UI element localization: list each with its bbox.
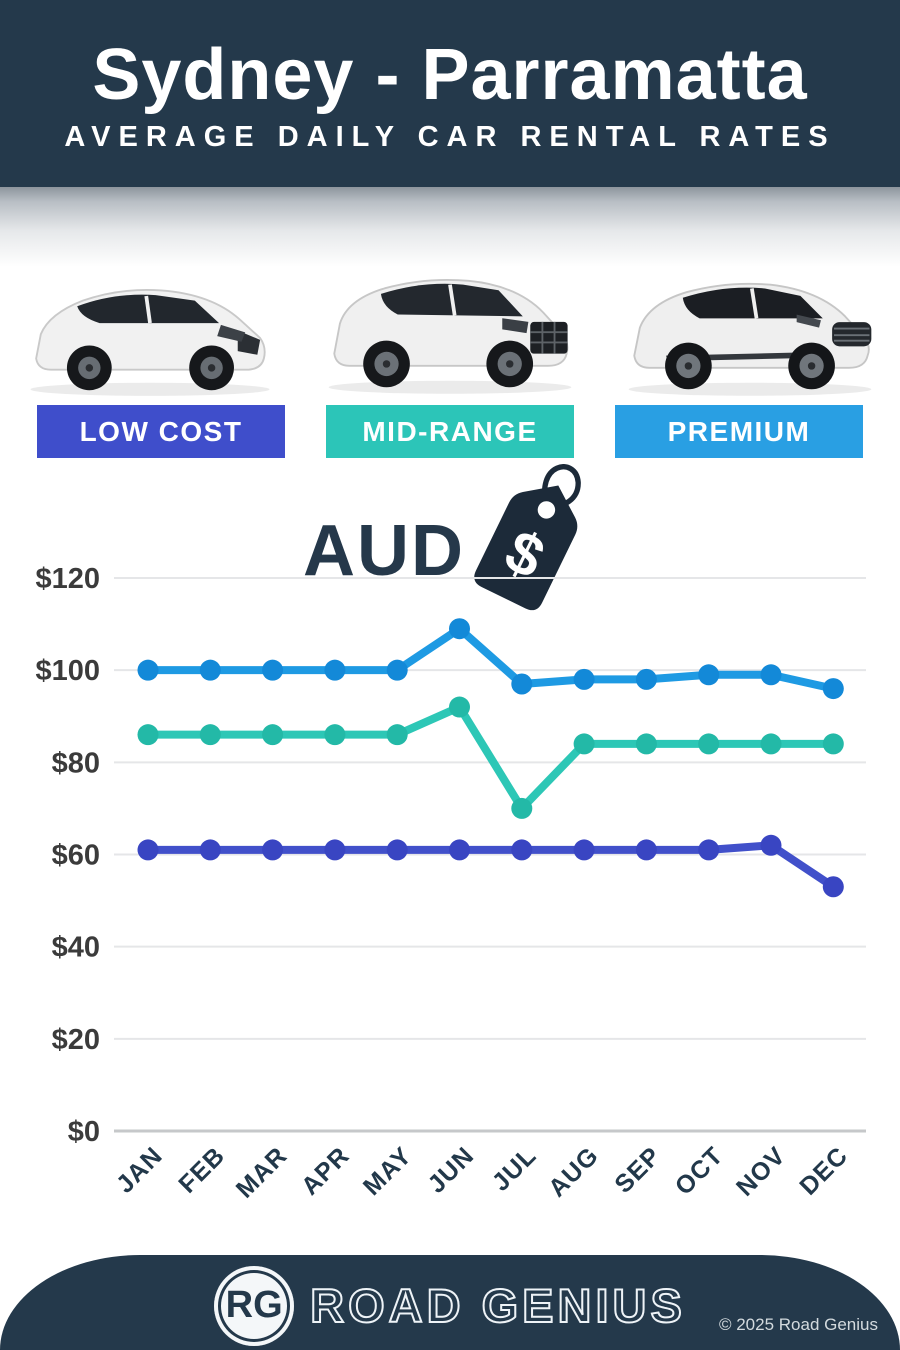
hatchback-car-icon (30, 289, 270, 396)
mid-range-label[interactable]: MID-RANGE (326, 405, 574, 458)
svg-text:NOV: NOV (731, 1141, 791, 1201)
svg-text:MAR: MAR (231, 1141, 293, 1203)
svg-text:$100: $100 (35, 655, 100, 687)
svg-text:JUN: JUN (422, 1141, 479, 1198)
svg-text:DEC: DEC (794, 1141, 853, 1200)
svg-text:$80: $80 (52, 747, 100, 779)
svg-text:JAN: JAN (111, 1141, 168, 1198)
svg-text:FEB: FEB (173, 1141, 230, 1198)
logo-initials: RG (225, 1284, 283, 1326)
svg-text:MAY: MAY (358, 1141, 418, 1201)
brand-name: ROAD GENIUS (309, 1278, 686, 1333)
svg-text:SEP: SEP (609, 1141, 666, 1198)
svg-text:AUG: AUG (543, 1141, 604, 1202)
svg-text:OCT: OCT (670, 1141, 729, 1200)
svg-text:APR: APR (296, 1141, 355, 1200)
brand-lockup: RG ROAD GENIUS (214, 1265, 686, 1346)
svg-text:$60: $60 (52, 840, 100, 872)
category-labels-row: LOW COST MID-RANGE PREMIUM (0, 405, 900, 459)
footer: RG ROAD GENIUS (0, 1255, 900, 1350)
road-genius-logo: RG (214, 1265, 295, 1346)
header: Sydney - Parramatta AVERAGE DAILY CAR RE… (0, 0, 900, 187)
svg-text:$0: $0 (68, 1116, 100, 1148)
mid-range-car-image (300, 232, 600, 404)
low-cost-label[interactable]: LOW COST (37, 405, 285, 458)
car-images-row (0, 232, 900, 404)
header-gradient (0, 187, 900, 267)
copyright-text: © 2025 Road Genius (718, 1315, 878, 1334)
rental-rates-line-chart: $0 $20 $40 $60 $80 $100 $120 JAN FEB MAR APR MAY JUN… (35, 563, 866, 1204)
svg-text:$20: $20 (52, 1024, 100, 1056)
premium-label[interactable]: PREMIUM (615, 405, 863, 458)
svg-text:$40: $40 (52, 932, 100, 964)
luxury-suv-car-icon (628, 282, 872, 396)
svg-text:$120: $120 (35, 563, 100, 595)
page-subtitle: AVERAGE DAILY CAR RENTAL RATES (64, 121, 836, 153)
low-cost-car-image (0, 232, 300, 404)
suv-car-icon (328, 279, 572, 394)
svg-text:JUL: JUL (487, 1141, 542, 1196)
premium-car-image (600, 232, 900, 404)
page-title: Sydney - Parramatta (92, 35, 808, 115)
